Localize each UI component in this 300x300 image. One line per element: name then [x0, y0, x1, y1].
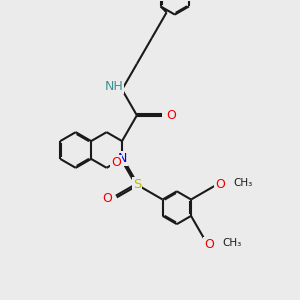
Text: S: S [133, 178, 141, 191]
Text: O: O [102, 191, 112, 205]
Text: O: O [166, 109, 176, 122]
Text: CH₃: CH₃ [222, 238, 242, 248]
Text: CH₃: CH₃ [233, 178, 252, 188]
Text: O: O [215, 178, 225, 191]
Text: O: O [111, 156, 121, 169]
Text: O: O [204, 238, 214, 251]
Text: NH: NH [104, 80, 123, 93]
Text: N: N [117, 152, 127, 165]
